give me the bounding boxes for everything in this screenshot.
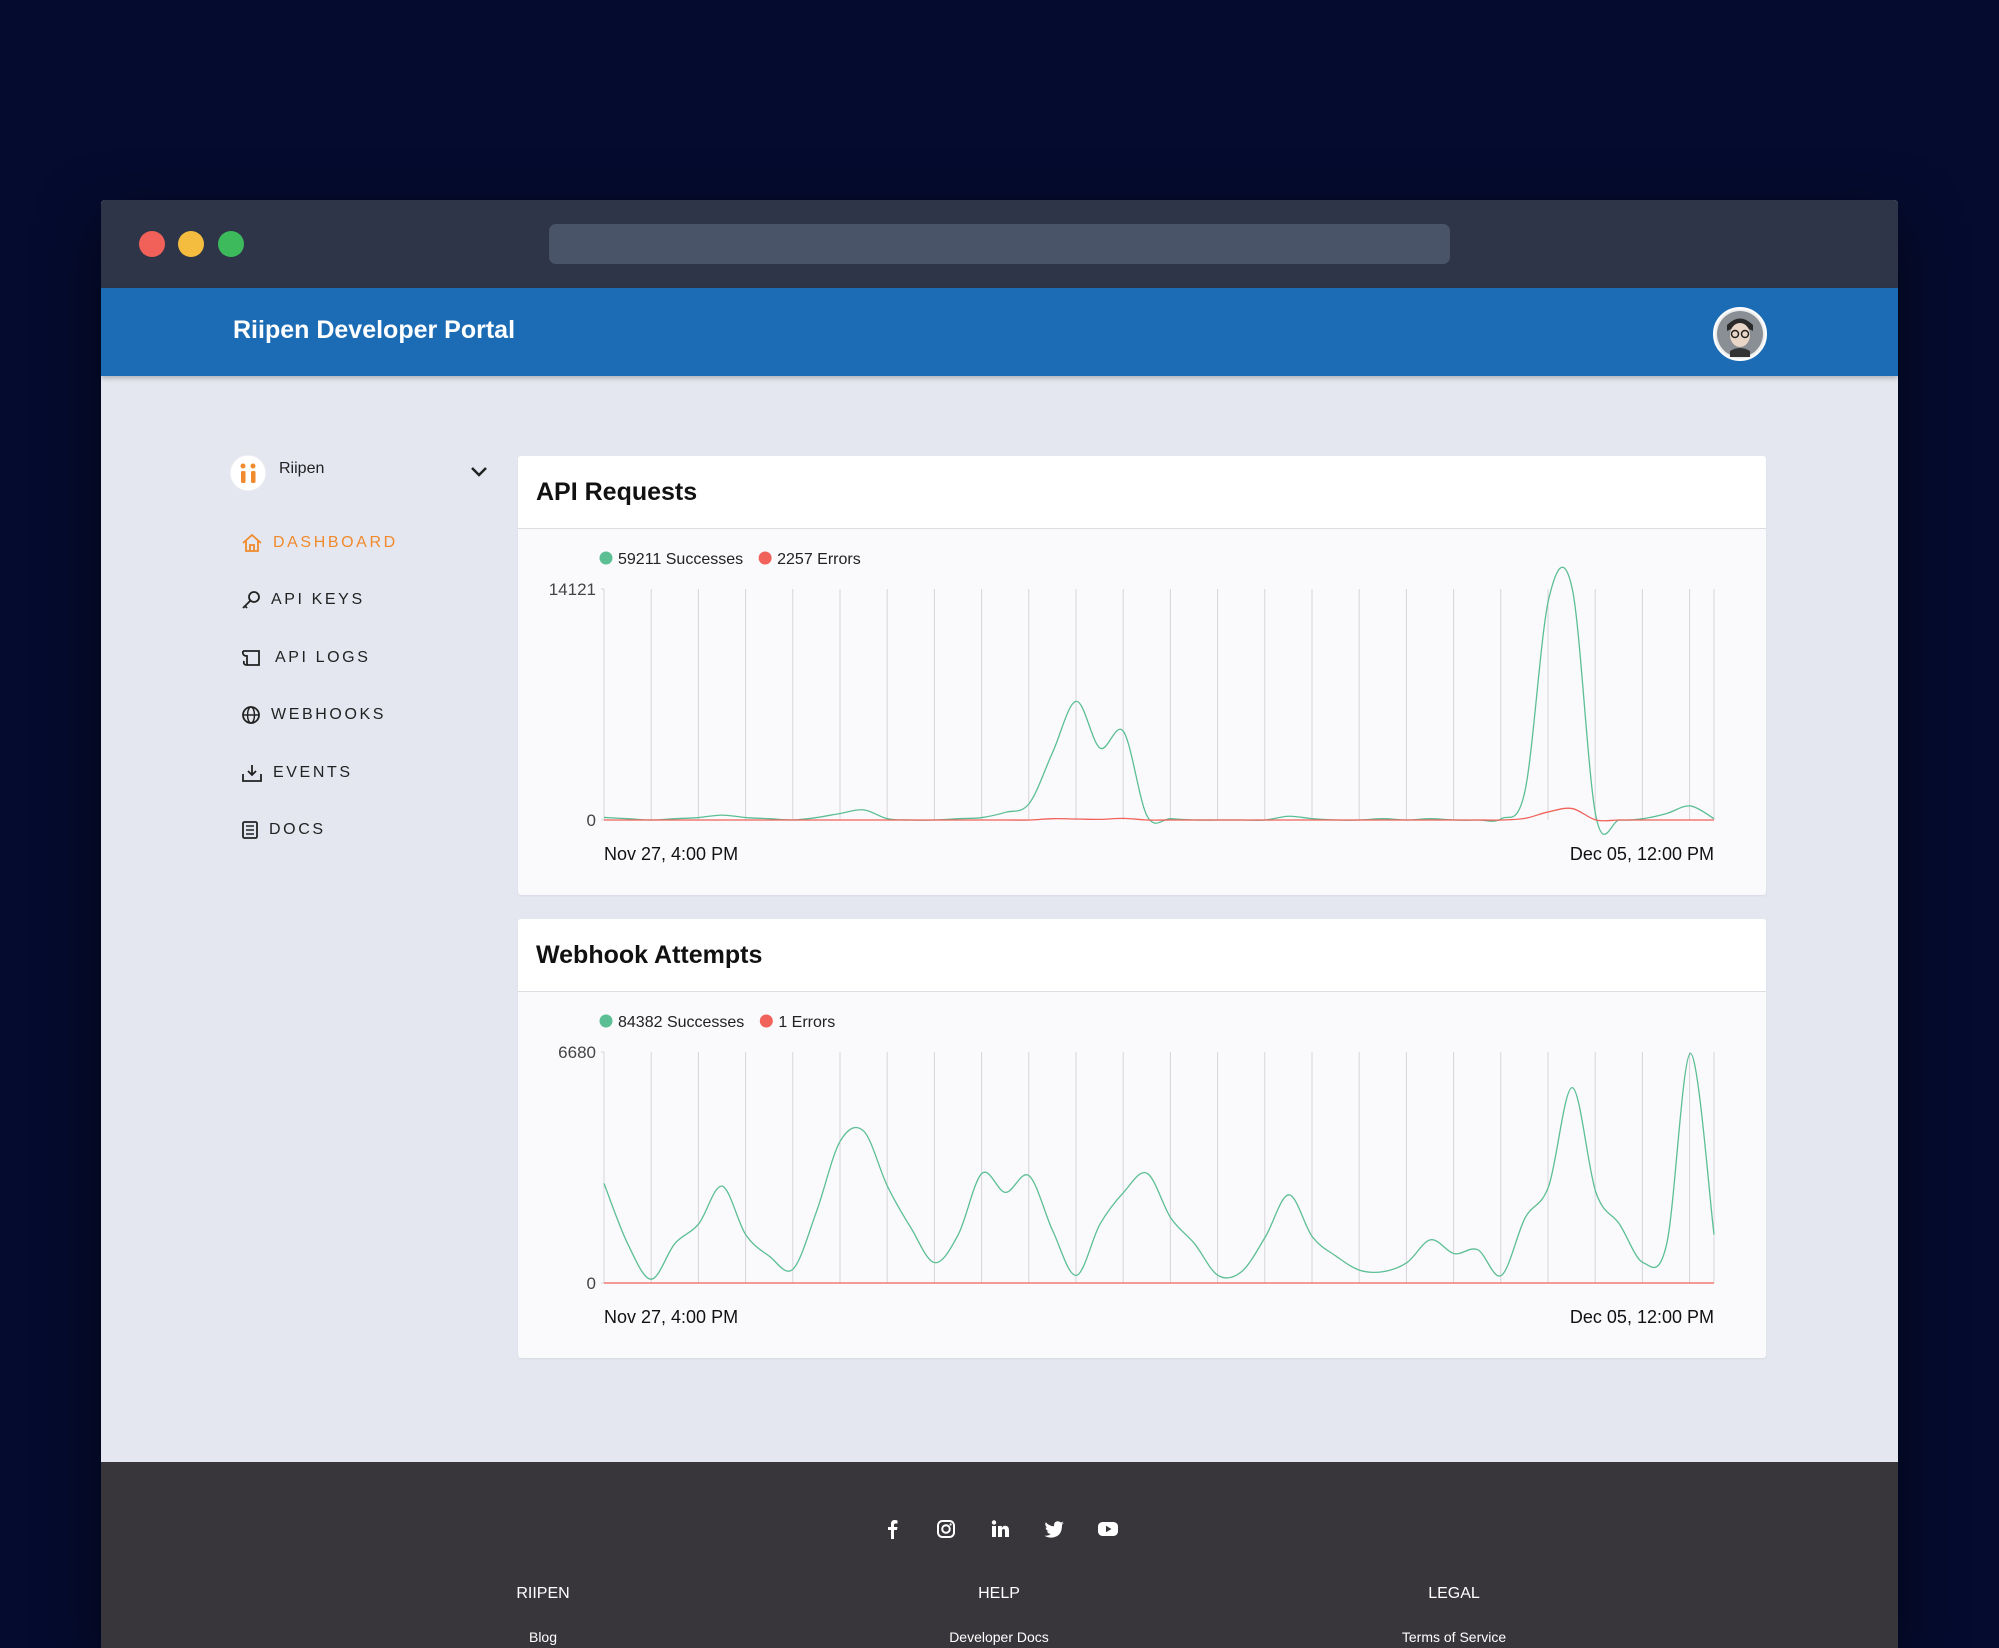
linkedin-icon[interactable] (990, 1518, 1010, 1540)
nav-item[interactable]: EVENTS (241, 758, 353, 788)
chart: 0 14121 59211 Successes 2257 Errors Nov 27, … (549, 551, 1715, 864)
legend-label: 1 Errors (778, 1014, 835, 1031)
nav-item[interactable]: API KEYS (241, 585, 365, 615)
x-tick-label: Nov 27, 4:00 PM (604, 1307, 738, 1327)
instagram-icon[interactable] (936, 1518, 956, 1540)
key-icon (242, 591, 260, 609)
legend-label: 2257 Errors (777, 551, 861, 568)
legend-label: 84382 Successes (618, 1014, 744, 1031)
footer-heading: HELP (978, 1585, 1020, 1602)
legend-swatch (758, 551, 772, 565)
nav-label: API KEYS (271, 591, 365, 608)
nav-item[interactable]: API LOGS (241, 643, 371, 673)
org-dropdown[interactable] (469, 465, 489, 479)
youtube-icon[interactable] (1097, 1518, 1119, 1540)
line-series (603, 807, 1714, 822)
legend-swatch (759, 1014, 773, 1028)
twitter-icon[interactable] (1043, 1518, 1065, 1540)
close-button[interactable] (139, 231, 165, 257)
legend-label: 59211 Successes (618, 551, 743, 568)
scroll-icon (241, 650, 260, 666)
x-tick-label: Dec 05, 12:00 PM (1570, 844, 1714, 864)
chart-card: Webhook Attempts 0 6680 84382 Successes 1 E… (518, 919, 1766, 1358)
x-tick-label: Dec 05, 12:00 PM (1570, 1307, 1714, 1327)
card-header: Webhook Attempts (518, 919, 1766, 992)
line-series (603, 1052, 1715, 1280)
facebook-icon[interactable] (882, 1518, 902, 1540)
nav-label: DASHBOARD (273, 534, 398, 551)
org-logo (229, 454, 267, 492)
nav-label: API LOGS (275, 649, 371, 666)
y-tick-label: 6680 (558, 1043, 596, 1062)
nav-label: EVENTS (273, 764, 353, 781)
y-tick-label: 0 (587, 1274, 596, 1293)
card-header: API Requests (518, 456, 1766, 529)
book-icon (242, 821, 258, 839)
org-name: Riipen (279, 460, 325, 477)
app-header: Riipen Developer Portal (101, 288, 1898, 376)
y-tick-label: 0 (587, 811, 596, 830)
nav-label: WEBHOOKS (271, 706, 387, 723)
footer-link[interactable]: Terms of Service (1401, 1629, 1507, 1645)
maximize-button[interactable] (218, 231, 244, 257)
nav-item[interactable]: DOCS (241, 815, 326, 845)
legend-swatch (599, 1014, 613, 1028)
inbox-icon (242, 765, 262, 782)
chart-title: API Requests (536, 478, 698, 506)
nav-item[interactable]: DASHBOARD (241, 528, 398, 558)
x-tick-label: Nov 27, 4:00 PM (604, 844, 738, 864)
footer-heading: LEGAL (1428, 1585, 1480, 1602)
app-title[interactable]: Riipen Developer Portal (233, 316, 516, 344)
nav-item[interactable]: WEBHOOKS (241, 700, 386, 730)
y-tick-label: 14121 (549, 580, 596, 599)
user-avatar[interactable] (1713, 307, 1767, 361)
footer-heading: RIIPEN (516, 1585, 570, 1602)
browser-window: Riipen Developer Portal Riipen DASHBOARD… (101, 200, 1898, 1648)
globe-icon (242, 706, 260, 724)
minimize-button[interactable] (178, 231, 204, 257)
chart-title: Webhook Attempts (536, 941, 763, 969)
title-bar (101, 200, 1898, 288)
nav-label: DOCS (269, 821, 326, 838)
footer-link[interactable]: Developer Docs (949, 1629, 1049, 1645)
chart-card: API Requests 0 14121 59211 Successes 2257 E… (518, 456, 1766, 895)
footer: RIIPEN Blog HELP Developer Docs LEGAL Te… (101, 1462, 1898, 1648)
chart: 0 6680 84382 Successes 1 Errors Nov 27, 4:00… (558, 1014, 1715, 1327)
home-icon (242, 533, 262, 552)
legend-swatch (599, 551, 613, 565)
url-bar[interactable] (549, 224, 1450, 264)
footer-link[interactable]: Blog (528, 1629, 558, 1645)
